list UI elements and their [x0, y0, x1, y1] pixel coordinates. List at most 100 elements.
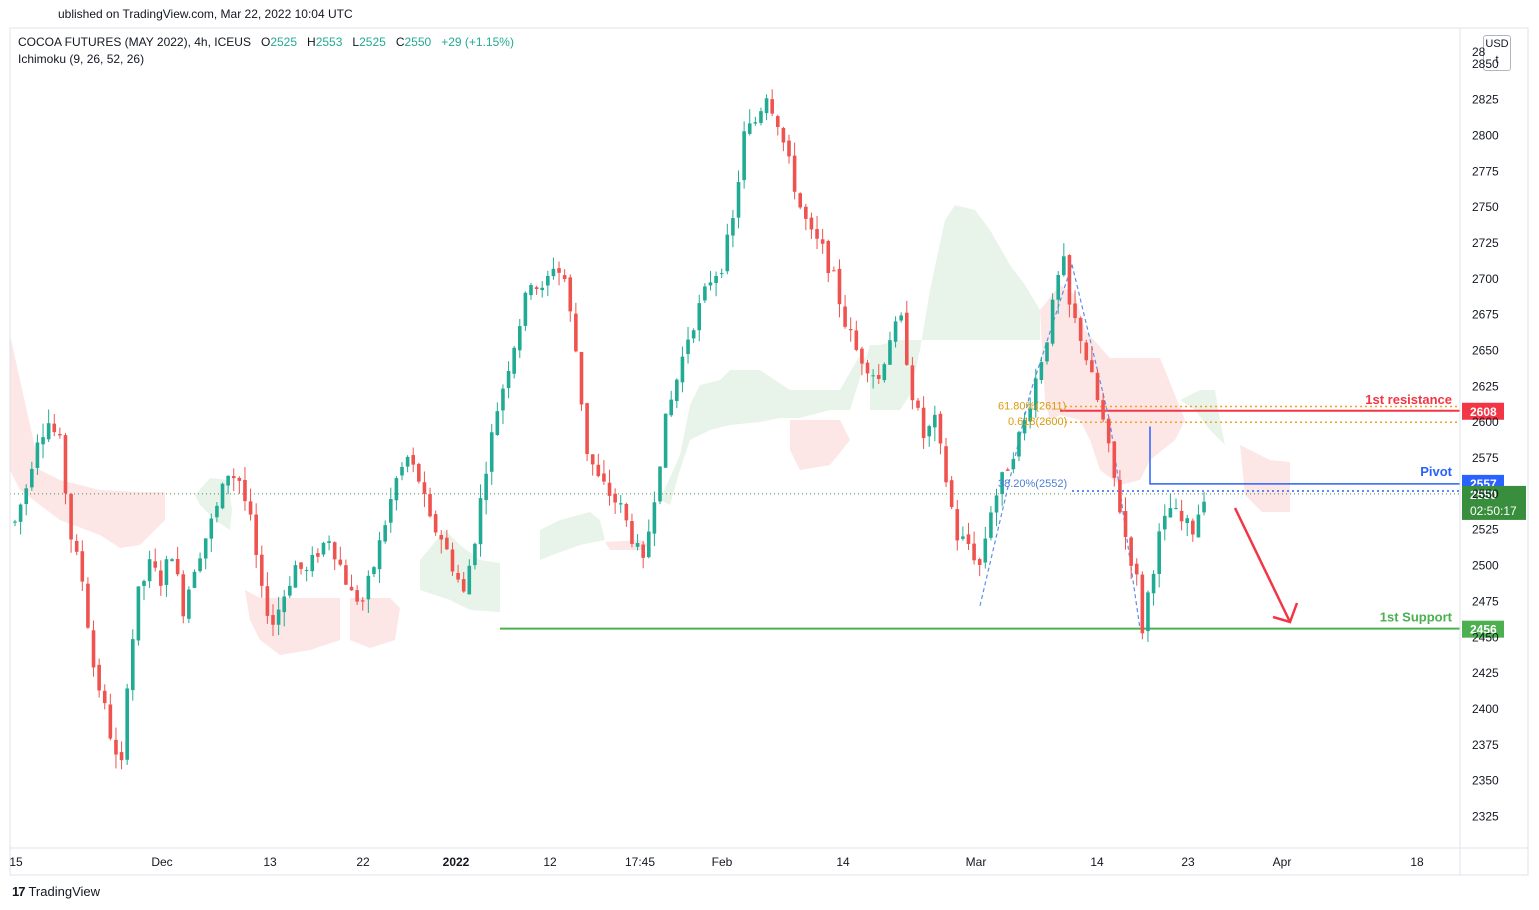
candle-body [804, 206, 808, 219]
y-tick-label: 2500 [1472, 559, 1499, 573]
open-label: O [260, 35, 271, 49]
candle-body [271, 615, 275, 625]
candle-body [175, 558, 180, 575]
candle-body [203, 538, 208, 559]
tradingview-logo-icon: 17 [12, 884, 26, 899]
currency-button[interactable]: USD t [1483, 35, 1511, 71]
candle-body [355, 590, 359, 602]
candle-body [231, 476, 236, 479]
candle-body [316, 553, 320, 557]
candle-body [882, 364, 887, 381]
candle-body [1000, 472, 1004, 495]
candle-body [955, 509, 960, 541]
candle-body [142, 580, 146, 586]
candle-body [663, 413, 668, 468]
resistance-badge-bg [1462, 402, 1504, 420]
y-tick-label: 2325 [1472, 809, 1499, 823]
candle-body [237, 477, 242, 481]
candle-body [327, 541, 331, 543]
candle-body [501, 388, 505, 411]
candle-body [41, 437, 45, 445]
candle-body [282, 596, 287, 613]
candle-body [641, 544, 645, 558]
pivot-line [1149, 426, 1460, 485]
candle-body [860, 348, 864, 364]
candle-body [405, 456, 410, 467]
candle-body [411, 455, 416, 465]
candle-body [97, 664, 101, 691]
candle-body [1146, 592, 1150, 632]
candle-body [91, 630, 96, 668]
y-tick-label: 2400 [1472, 702, 1499, 716]
indicator-legend[interactable]: Ichimoku (9, 26, 52, 26) [18, 52, 145, 66]
candle-body [714, 276, 718, 284]
candle-body [1123, 511, 1128, 538]
tradingview-brand[interactable]: 17 TradingView [12, 884, 100, 899]
candle-body [1050, 299, 1055, 344]
candle-body [130, 639, 135, 691]
candle-body [742, 131, 746, 181]
candle-body [815, 229, 819, 239]
candle-body [568, 277, 573, 312]
candle-body [602, 473, 606, 482]
currency-label: USD [1485, 38, 1509, 50]
candle-body [826, 241, 831, 274]
symbol-name[interactable]: COCOA FUTURES (MAY 2022), 4h, ICEUS [18, 35, 251, 49]
y-tick-label: 2750 [1472, 200, 1499, 214]
candle-body [450, 549, 455, 572]
candle-body [265, 586, 270, 616]
candle-body [921, 407, 926, 439]
resistance-label: 1st resistance [1365, 392, 1452, 407]
candle-body [675, 379, 679, 402]
candle-body [159, 570, 163, 586]
y-tick-label: 2600 [1472, 415, 1499, 429]
candle-body [848, 329, 853, 331]
candle-body [534, 287, 539, 289]
last-price-badge-bg [1462, 485, 1526, 520]
candle-body [1168, 508, 1173, 518]
candle-body [288, 585, 292, 596]
candle-body [635, 543, 640, 547]
candle-body [299, 562, 303, 569]
candle-body [854, 330, 859, 350]
candle-body [1033, 378, 1038, 411]
candle-body [58, 434, 62, 436]
candle-body [1017, 432, 1021, 457]
candle-body [388, 499, 393, 523]
candle-body [574, 313, 578, 352]
candle-body [646, 531, 651, 558]
candle-body [417, 464, 421, 482]
candle-body [1022, 420, 1027, 434]
candle-body [798, 193, 803, 208]
candle-body [585, 403, 589, 454]
candle-body [304, 570, 309, 572]
candle-body [1129, 537, 1133, 566]
low-value: 2525 [359, 35, 386, 49]
projection-arrow-head [1272, 602, 1299, 624]
y-tick-label: 2725 [1472, 236, 1499, 250]
candle-body [630, 521, 634, 544]
x-tick-label: Apr [1273, 855, 1292, 869]
ichimoku-cloud [540, 512, 605, 560]
candle-body [579, 351, 584, 405]
candle-body [546, 275, 550, 286]
candle-body [1106, 418, 1111, 444]
ichimoku-cloud [1180, 390, 1225, 445]
candle-body [703, 286, 707, 301]
change-value: +29 (+1.15%) [441, 35, 514, 49]
candle-body [293, 565, 298, 588]
open-value: 2525 [270, 35, 298, 49]
x-tick-label: 14 [836, 855, 850, 869]
candle-body [843, 306, 847, 327]
candle-body [1011, 459, 1016, 470]
candle-body [344, 565, 348, 585]
candle-body [63, 435, 68, 494]
candle-body [338, 559, 343, 565]
candle-body [215, 505, 219, 518]
candle-body [1056, 275, 1061, 300]
candle-body [607, 482, 612, 496]
candle-body [759, 111, 763, 124]
y-tick-label: 2550 [1472, 487, 1499, 501]
y-tick-label: 28 [1472, 45, 1486, 59]
